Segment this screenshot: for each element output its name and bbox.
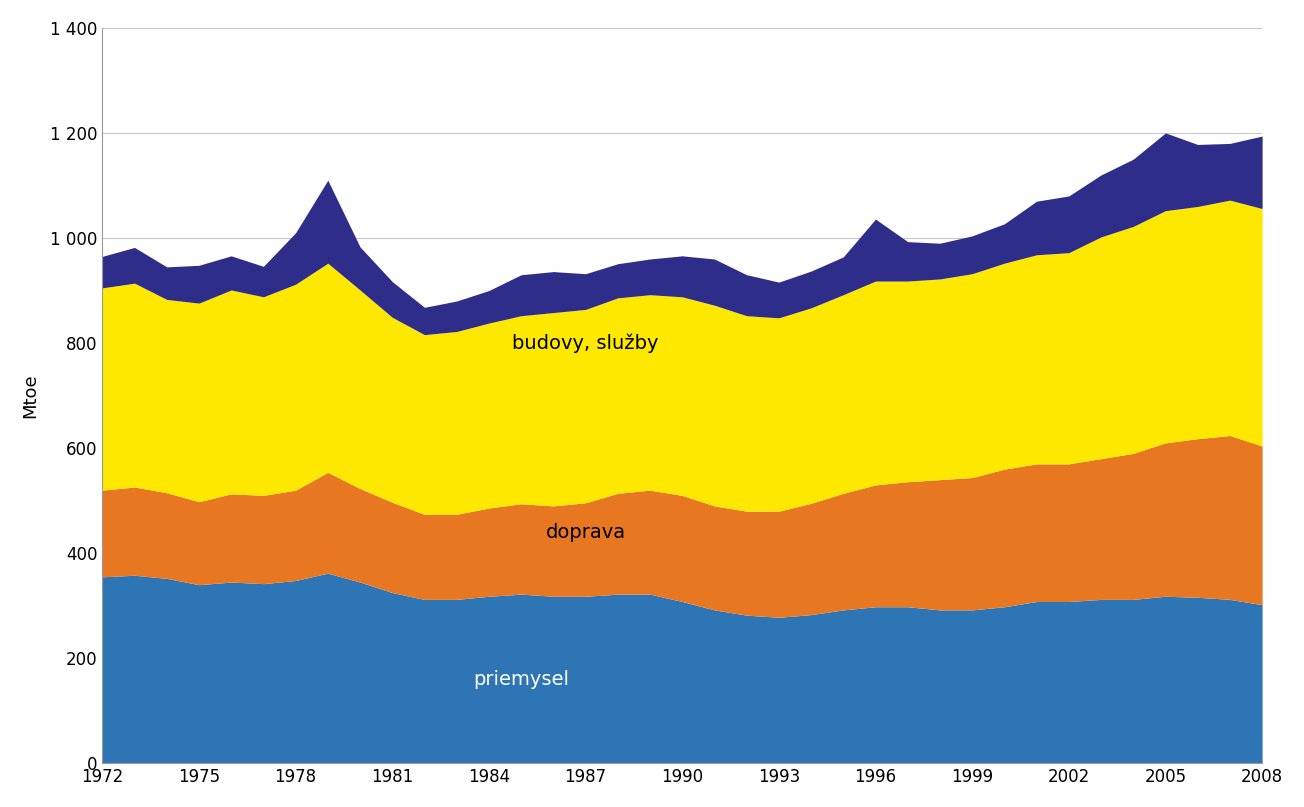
Text: budovy, služby: budovy, služby	[512, 333, 659, 353]
Text: ostatné: ostatné	[613, 184, 687, 203]
Text: doprava: doprava	[545, 523, 626, 541]
Y-axis label: Mtoe: Mtoe	[21, 374, 39, 418]
Text: priemysel: priemysel	[473, 670, 569, 688]
